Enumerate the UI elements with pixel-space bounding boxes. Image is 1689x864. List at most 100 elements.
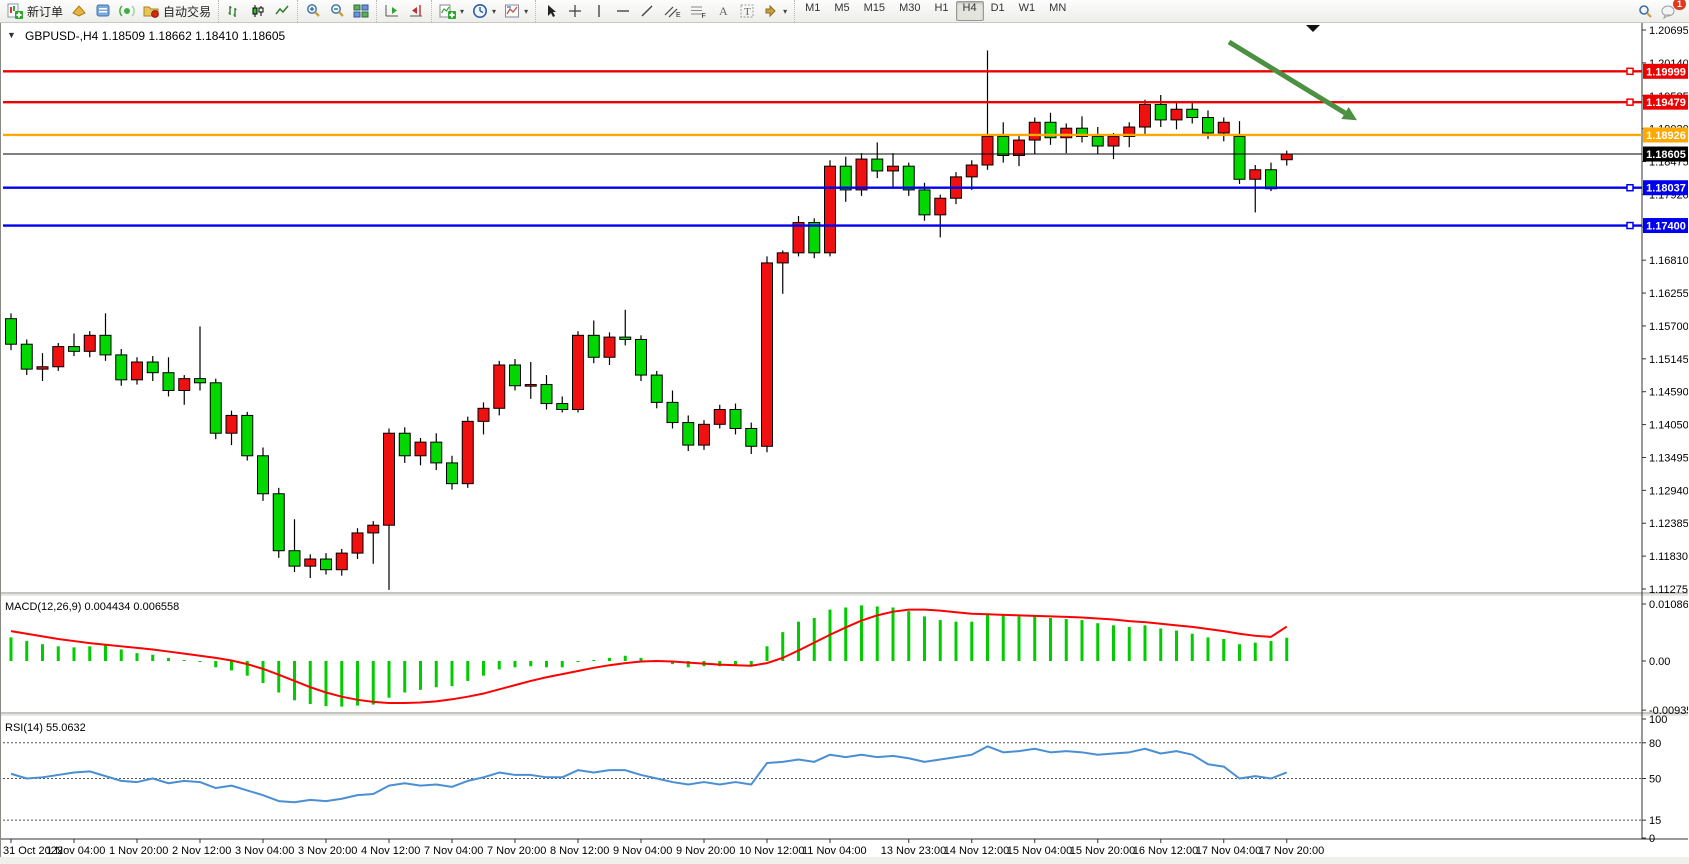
rsi-pane-label: RSI(14) 55.0632 [5, 722, 86, 734]
text-label-button[interactable]: T [735, 1, 759, 21]
line-chart-button[interactable] [270, 1, 294, 21]
timeframe-m30-button[interactable]: M30 [899, 2, 921, 14]
chart-shift-button[interactable] [404, 1, 428, 21]
data-window-button[interactable] [91, 1, 115, 21]
zoom-in-button[interactable] [301, 1, 325, 21]
market-watch-button[interactable] [67, 1, 91, 21]
chat-bubble-icon [1661, 5, 1675, 19]
notifications-button[interactable]: 1 [1657, 0, 1686, 21]
candlestick-chart-button[interactable] [246, 1, 270, 21]
zoom-out-button[interactable] [325, 1, 349, 21]
svg-text:1.14590: 1.14590 [1649, 387, 1688, 399]
svg-text:1.15145: 1.15145 [1649, 354, 1688, 366]
vertical-line-button[interactable] [587, 1, 611, 21]
svg-text:1.15700: 1.15700 [1649, 321, 1688, 333]
svg-text:0.010864: 0.010864 [1649, 599, 1688, 611]
tile-windows-icon [353, 3, 369, 19]
chevron-down-icon[interactable]: ▾ [524, 6, 529, 16]
periods-icon [472, 3, 488, 19]
svg-text:100: 100 [1649, 714, 1667, 726]
chart-window[interactable]: ▼ GBPUSD-,H4 1.18509 1.18662 1.18410 1.1… [0, 22, 1689, 858]
svg-text:1.18926: 1.18926 [1646, 130, 1686, 142]
chevron-down-icon[interactable]: ▾ [492, 6, 497, 16]
tile-windows-button[interactable] [349, 1, 373, 21]
svg-text:1 Nov 20:00: 1 Nov 20:00 [109, 845, 168, 855]
svg-text:0: 0 [1649, 833, 1655, 845]
chart-menu-icon[interactable]: ▼ [7, 30, 16, 40]
svg-text:1.12385: 1.12385 [1649, 518, 1688, 530]
svg-text:1.11830: 1.11830 [1649, 551, 1688, 563]
timeframe-d1-button[interactable]: D1 [990, 2, 1005, 14]
bar-chart-button[interactable] [222, 1, 246, 21]
svg-text:10 Nov 12:00: 10 Nov 12:00 [739, 845, 804, 855]
new-order-button[interactable]: 新订单 [3, 1, 67, 21]
indicators-icon [439, 3, 457, 19]
trendline-button[interactable] [635, 1, 659, 21]
timeframe-mn-button[interactable]: MN [1049, 2, 1067, 14]
fibonacci-button[interactable]: F [685, 1, 711, 21]
svg-text:8 Nov 12:00: 8 Nov 12:00 [550, 845, 609, 855]
svg-text:1.12940: 1.12940 [1649, 485, 1688, 497]
svg-text:1.19479: 1.19479 [1646, 97, 1686, 109]
toolbar-group-chart-types [218, 0, 297, 22]
indicators-button[interactable]: ▾ [435, 1, 468, 21]
crosshair-icon [567, 3, 583, 19]
data-window-icon [95, 3, 111, 19]
timeframe-m15-button[interactable]: M15 [863, 2, 886, 14]
svg-text:1.18605: 1.18605 [1646, 149, 1686, 161]
svg-text:1 Nov 04:00: 1 Nov 04:00 [46, 845, 105, 855]
arrows-icon [763, 3, 779, 19]
timeframe-m5-button[interactable]: M5 [834, 2, 850, 14]
svg-text:14 Nov 12:00: 14 Nov 12:00 [944, 845, 1009, 855]
cursor-button[interactable] [539, 1, 563, 21]
auto-scroll-icon [384, 3, 400, 19]
svg-text:A: A [719, 4, 728, 18]
text-icon: A [715, 3, 731, 19]
svg-text:0.00: 0.00 [1649, 656, 1670, 668]
svg-text:1.13495: 1.13495 [1649, 452, 1688, 464]
auto-trading-icon [143, 3, 160, 19]
text-button[interactable]: A [711, 1, 735, 21]
svg-text:T: T [744, 6, 751, 18]
templates-icon [504, 3, 520, 19]
zoom-in-icon [305, 3, 321, 19]
svg-text:-0.009358: -0.009358 [1649, 705, 1688, 717]
timeframe-h1-button[interactable]: H1 [934, 2, 949, 14]
signals-button[interactable] [115, 1, 139, 21]
svg-text:1.18037: 1.18037 [1646, 183, 1686, 195]
svg-text:15 Nov 20:00: 15 Nov 20:00 [1070, 845, 1135, 855]
templates-button[interactable]: ▾ [500, 1, 532, 21]
crosshair-button[interactable] [563, 1, 587, 21]
svg-text:31 Oct 2022: 31 Oct 2022 [3, 845, 63, 855]
line-chart-icon [274, 3, 290, 19]
equidistant-channel-button[interactable]: E [659, 1, 685, 21]
svg-text:11 Nov 04:00: 11 Nov 04:00 [802, 845, 867, 855]
auto-trading-button[interactable]: 自动交易 [139, 1, 215, 21]
periods-button[interactable]: ▾ [468, 1, 500, 21]
svg-text:15: 15 [1649, 815, 1661, 827]
svg-text:9 Nov 04:00: 9 Nov 04:00 [613, 845, 672, 855]
svg-text:1.14050: 1.14050 [1649, 420, 1688, 432]
macd-pane-label: MACD(12,26,9) 0.004434 0.006558 [5, 601, 180, 613]
auto-trading-button-label: 自动交易 [163, 4, 212, 19]
svg-text:3 Nov 20:00: 3 Nov 20:00 [298, 845, 357, 855]
timeframe-w1-button[interactable]: W1 [1018, 2, 1036, 14]
svg-text:9 Nov 20:00: 9 Nov 20:00 [676, 845, 735, 855]
search-button[interactable] [1634, 1, 1657, 21]
horizontal-line-button[interactable] [611, 1, 635, 21]
timeframe-toolbar: M1 M5 M15 M30 H1 H4 D1 W1 MN [794, 0, 1076, 22]
svg-text:15 Nov 04:00: 15 Nov 04:00 [1007, 845, 1072, 855]
arrows-button[interactable]: ▾ [759, 1, 791, 21]
bar-chart-icon [226, 3, 242, 19]
timeframe-h4-button[interactable]: H4 [955, 1, 984, 21]
signals-icon [119, 3, 135, 19]
chevron-down-icon[interactable]: ▾ [783, 6, 788, 16]
svg-text:17 Nov 20:00: 17 Nov 20:00 [1259, 845, 1324, 855]
svg-text:1.17400: 1.17400 [1646, 221, 1686, 233]
timeframe-m1-button[interactable]: M1 [805, 2, 821, 14]
chart-canvas[interactable]: 1.206951.201401.195851.190301.184751.179… [1, 23, 1688, 855]
toolbar-group-draw-tools: E F A T ▾ [535, 0, 794, 22]
auto-scroll-button[interactable] [380, 1, 404, 21]
svg-text:7 Nov 04:00: 7 Nov 04:00 [424, 845, 483, 855]
chevron-down-icon[interactable]: ▾ [460, 6, 465, 16]
